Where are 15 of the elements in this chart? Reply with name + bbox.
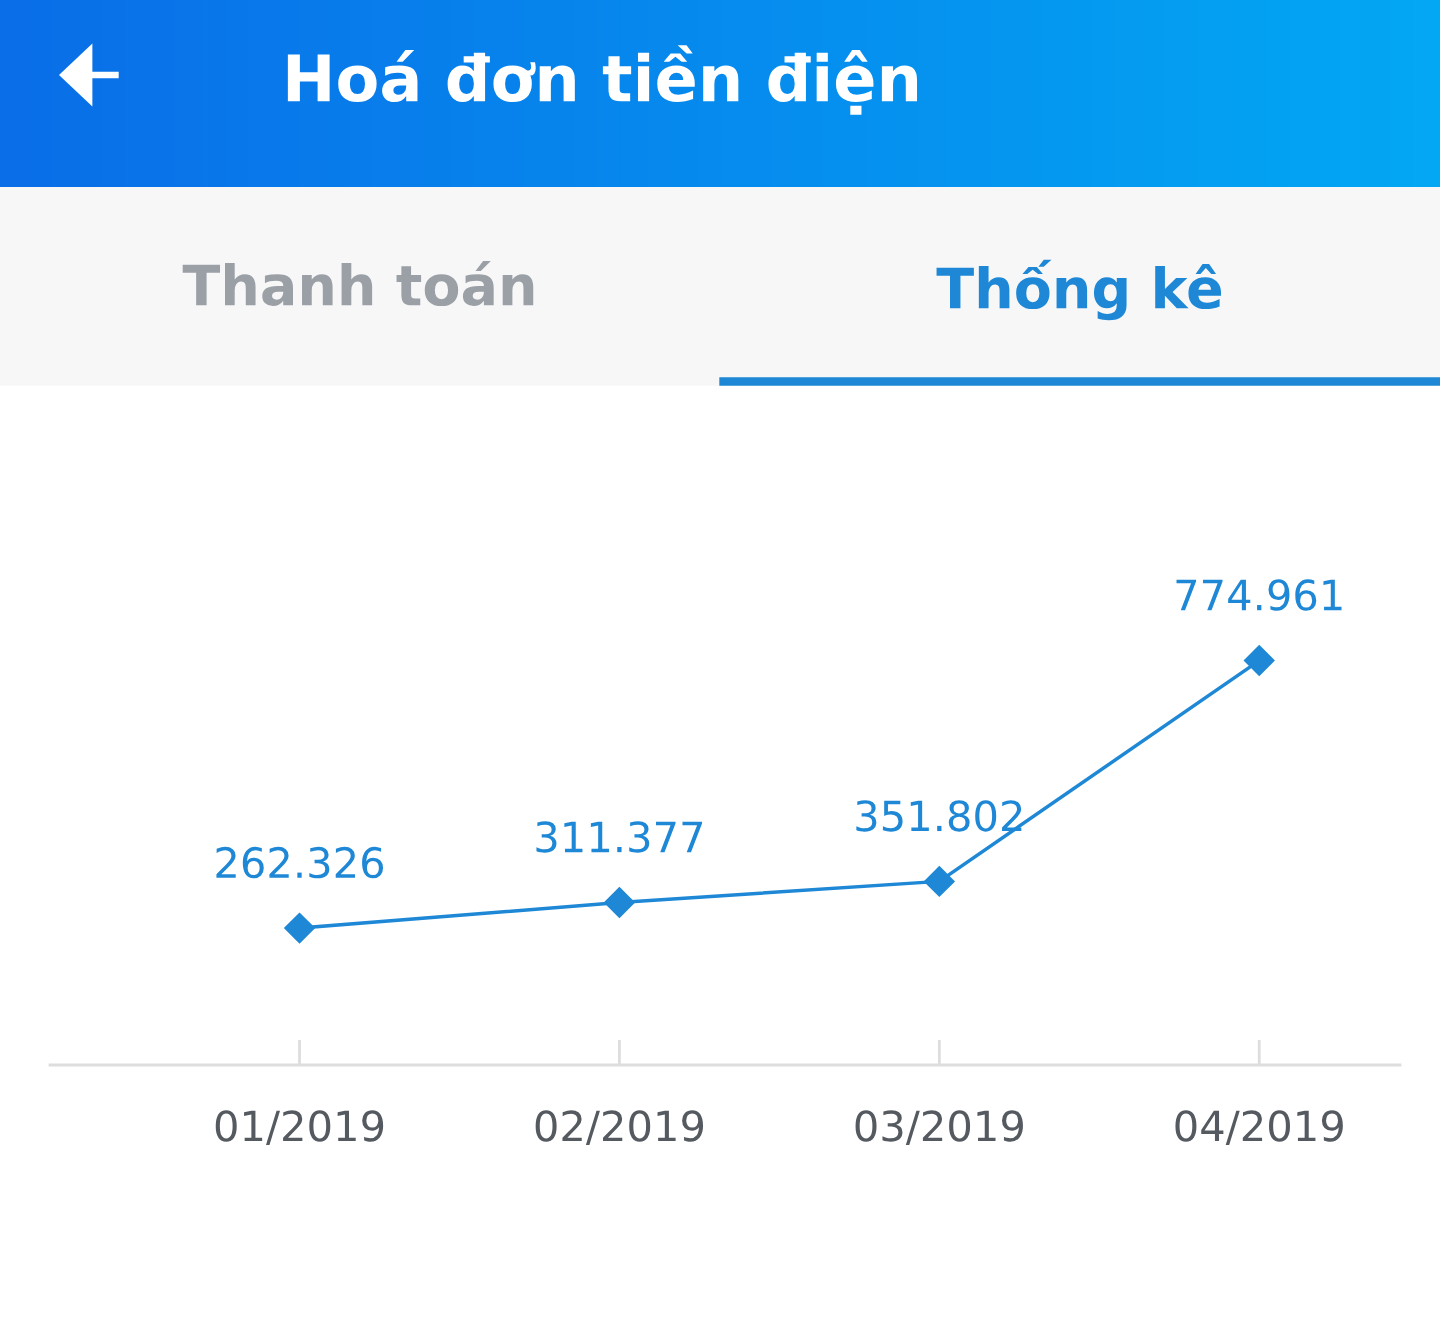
data-label: 262.326 — [216, 846, 384, 879]
x-tick-label: 01/2019 — [215, 1110, 384, 1145]
chart-title: Hoá đơn tiền điện — [287, 45, 918, 115]
data-label: 311.377 — [536, 821, 703, 853]
point — [284, 912, 315, 944]
x-tick-label: 03/2019 — [855, 1110, 1023, 1145]
point — [1243, 645, 1275, 676]
text: Thống kê — [936, 259, 1222, 321]
x-tick-label: 04/2019 — [1175, 1110, 1343, 1145]
data-label: 351.802 — [856, 800, 1022, 832]
point — [604, 887, 635, 918]
text: Thanh toán — [182, 260, 534, 307]
point — [923, 865, 955, 897]
x-tick-label: 02/2019 — [535, 1110, 704, 1145]
data-label: 774.961 — [1176, 579, 1342, 611]
